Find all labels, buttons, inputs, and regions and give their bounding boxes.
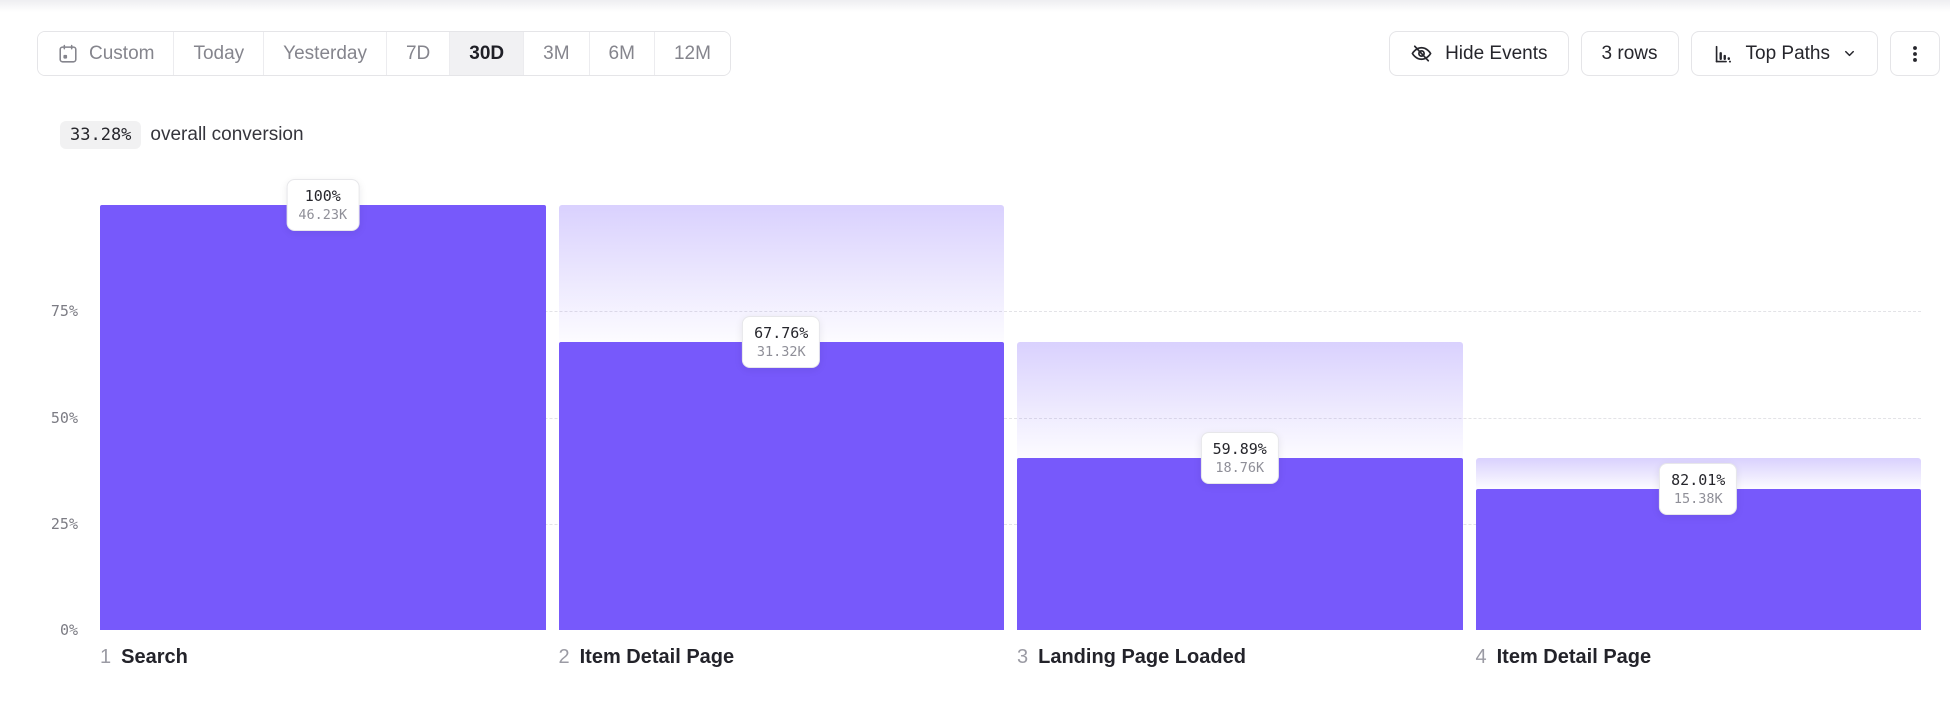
overall-conversion-value: 33.28%: [60, 121, 142, 149]
overall-conversion-text: overall conversion: [150, 124, 304, 145]
step-number: 4: [1475, 646, 1487, 668]
step-conversion-pct: 100%: [304, 187, 341, 205]
toolbar-right-group: Hide Events 3 rows Top Paths: [1389, 31, 1940, 76]
funnel-plot-area: 75% 50% 25% 0% 100% 46.23K 67.76% 31.32K: [51, 179, 1921, 639]
funnel-bar[interactable]: [1017, 457, 1463, 630]
funnel-step-column: 82.01% 15.38K: [1475, 205, 1921, 630]
date-range-yesterday[interactable]: Yesterday: [264, 32, 387, 75]
y-axis-tick: 50%: [50, 408, 78, 427]
rows-button[interactable]: 3 rows: [1580, 31, 1679, 76]
step-name: Search: [121, 646, 188, 668]
step-conversion-pct: 82.01%: [1671, 470, 1726, 489]
step-label-1: 1 Search: [100, 646, 546, 669]
funnel-bar[interactable]: [558, 342, 1004, 630]
gridline-25: [100, 523, 1921, 525]
funnel-step-column: 100% 46.23K: [100, 179, 546, 630]
funnel-step-column: 59.89% 18.76K: [1017, 205, 1463, 630]
step-count: 31.32K: [756, 344, 806, 361]
date-range-today[interactable]: Today: [174, 32, 265, 75]
step-label-3: 3 Landing Page Loaded: [1017, 646, 1463, 669]
step-conversion-pct: 67.76%: [754, 324, 809, 343]
bar-chart-icon: [1715, 45, 1731, 63]
funnel-bar[interactable]: [100, 205, 546, 630]
date-range-custom[interactable]: Custom: [38, 32, 175, 75]
step-label-4: 4 Item Detail Page: [1476, 646, 1922, 669]
date-range-label: 3M: [543, 42, 570, 64]
step-labels-row: 1 Search 2 Item Detail Page 3 Landing Pa…: [100, 646, 1921, 669]
date-range-7d[interactable]: 7D: [386, 32, 451, 75]
bar-tooltip: 67.76% 31.32K: [742, 316, 821, 369]
date-range-control: Custom Today Yesterday 7D 30D 3M 6M 12M: [37, 31, 731, 76]
date-range-label: 30D: [469, 42, 505, 64]
step-count: 18.76K: [1215, 459, 1265, 476]
step-name: Item Detail Page: [1496, 646, 1652, 668]
step-number: 2: [558, 646, 570, 668]
bar-tooltip: 59.89% 18.76K: [1200, 431, 1279, 484]
date-range-label: Today: [193, 42, 245, 64]
step-number: 1: [100, 646, 112, 668]
y-axis-tick: 75%: [50, 302, 78, 321]
date-range-label: Custom: [89, 42, 155, 64]
step-name: Item Detail Page: [579, 646, 735, 668]
date-range-6m[interactable]: 6M: [589, 32, 655, 75]
step-count: 15.38K: [1673, 490, 1723, 507]
date-range-label: 6M: [608, 42, 635, 64]
more-options-button[interactable]: [1890, 31, 1940, 76]
kebab-menu-icon: [1913, 45, 1917, 62]
step-name: Landing Page Loaded: [1038, 646, 1246, 668]
chevron-down-icon: [1845, 50, 1854, 57]
y-axis-tick: 0%: [59, 621, 78, 639]
funnel-step-column: 67.76% 31.32K: [558, 205, 1004, 630]
date-range-label: Yesterday: [283, 42, 367, 64]
funnel-columns: 100% 46.23K 67.76% 31.32K 59.89% 18.76K: [100, 179, 1921, 630]
step-count: 46.23K: [298, 207, 348, 223]
calendar-icon: [59, 44, 77, 63]
eye-off-icon: [1411, 45, 1432, 62]
hide-events-button[interactable]: Hide Events: [1389, 31, 1569, 76]
date-range-label: 12M: [673, 42, 711, 64]
gridline-75: [100, 311, 1921, 313]
bar-tooltip: 100% 46.23K: [286, 179, 360, 231]
date-range-label: 7D: [405, 42, 431, 64]
y-axis-tick: 25%: [50, 514, 78, 533]
bar-tooltip: 82.01% 15.38K: [1659, 462, 1738, 515]
date-range-3m[interactable]: 3M: [524, 32, 590, 75]
toolbar: Custom Today Yesterday 7D 30D 3M 6M 12M …: [0, 0, 1950, 76]
step-label-2: 2 Item Detail Page: [559, 646, 1005, 669]
gridline-50: [100, 417, 1921, 419]
rows-label: 3 rows: [1601, 42, 1658, 64]
step-number: 3: [1017, 646, 1029, 668]
date-range-30d[interactable]: 30D: [450, 32, 525, 75]
overall-conversion-summary: 33.28% overall conversion: [60, 121, 1950, 149]
top-paths-button[interactable]: Top Paths: [1690, 31, 1878, 76]
top-paths-label: Top Paths: [1745, 42, 1831, 64]
step-conversion-pct: 59.89%: [1212, 439, 1267, 458]
funnel-chart: 75% 50% 25% 0% 100% 46.23K 67.76% 31.32K: [51, 179, 1921, 669]
hide-events-label: Hide Events: [1445, 42, 1548, 64]
date-range-12m[interactable]: 12M: [654, 32, 730, 75]
